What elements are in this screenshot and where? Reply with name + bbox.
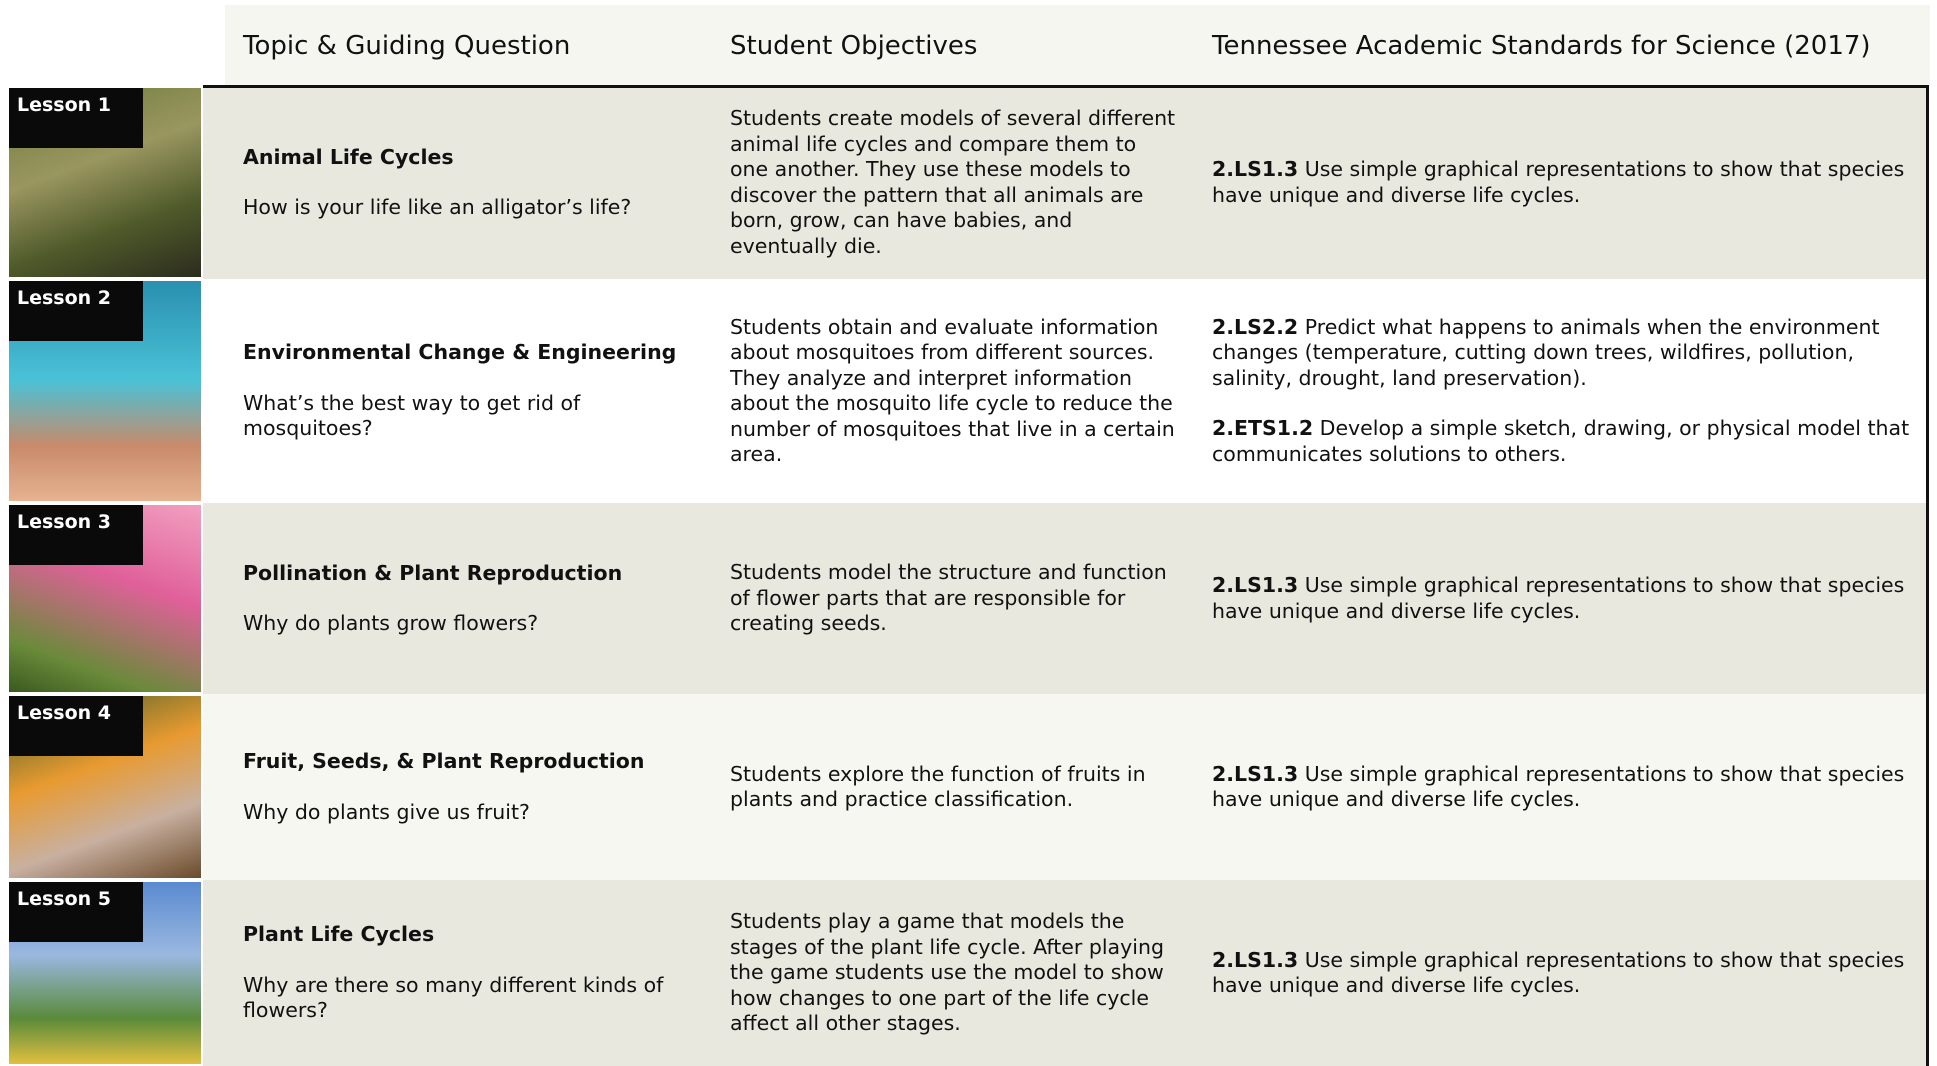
standard-code: 2.LS1.3: [1212, 761, 1299, 786]
standard: 2.LS1.3 Use simple graphical representat…: [1212, 762, 1917, 813]
lesson-label: Lesson 2: [9, 281, 143, 341]
guiding-question: How is your life like an alligator’s lif…: [243, 195, 632, 219]
topic-cell: Pollination & Plant Reproduction Why do p…: [243, 503, 703, 694]
standard-text: Use simple graphical representations to …: [1212, 947, 1905, 998]
guiding-question: What’s the best way to get rid of mosqui…: [243, 390, 581, 441]
guiding-question: Why are there so many different kinds of…: [243, 972, 664, 1023]
lesson-row: Animal Life Cycles How is your life like …: [203, 86, 1927, 279]
standard-code: 2.LS1.3: [1212, 573, 1299, 597]
topic-cell: Animal Life Cycles How is your life like …: [243, 86, 703, 279]
objectives-cell: Students play a game that models the sta…: [730, 880, 1180, 1066]
objectives-text: Students model the structure and functio…: [730, 560, 1167, 636]
table-header: Topic & Guiding Question Student Objectiv…: [225, 5, 1930, 86]
standards-cell: 2.LS1.3 Use simple graphical representat…: [1212, 86, 1917, 279]
standard-text: Develop a simple sketch, drawing, or phy…: [1212, 416, 1910, 466]
standard-text: Predict what happens to animals when the…: [1212, 314, 1880, 390]
standards-cell: 2.LS2.2 Predict what happens to animals …: [1212, 279, 1917, 503]
lesson-label: Lesson 3: [9, 505, 143, 565]
lesson-image: Lesson 1: [9, 88, 201, 277]
standard: 2.LS1.3 Use simple graphical representat…: [1212, 948, 1917, 999]
objectives-cell: Students explore the function of fruits …: [730, 694, 1180, 880]
objectives-cell: Students model the structure and functio…: [730, 503, 1180, 694]
column-header: Student Objectives: [730, 30, 978, 61]
objectives-cell: Students create models of several differ…: [730, 86, 1180, 279]
topic-cell: Fruit, Seeds, & Plant Reproduction Why do…: [243, 694, 703, 880]
lesson-image: Lesson 4: [9, 696, 201, 878]
lesson-image: Lesson 3: [9, 505, 201, 692]
objectives-text: Students play a game that models the sta…: [730, 909, 1164, 1036]
topic-cell: Plant Life Cycles Why are there so many d…: [243, 880, 703, 1066]
standards-cell: 2.LS1.3 Use simple graphical representat…: [1212, 694, 1917, 880]
standard-text: Use simple graphical representations to …: [1212, 157, 1905, 207]
objectives-text: Students create models of several differ…: [730, 106, 1176, 258]
standard-text: Use simple graphical representations to …: [1212, 761, 1905, 812]
topic-title: Animal Life Cycles: [243, 144, 454, 169]
standards-cell: 2.LS1.3 Use simple graphical representat…: [1212, 503, 1917, 694]
topic-title: Plant Life Cycles: [243, 922, 435, 947]
objectives-text: Students obtain and evaluate information…: [730, 314, 1175, 467]
lesson-label: Lesson 5: [9, 882, 143, 942]
standard-code: 2.ETS1.2: [1212, 416, 1314, 441]
lesson-image: Lesson 5: [9, 882, 201, 1064]
standard: 2.ETS1.2 Develop a simple sketch, drawin…: [1212, 416, 1917, 467]
column-header: Topic & Guiding Question: [243, 30, 571, 61]
standard-code: 2.LS2.2: [1212, 314, 1299, 339]
lesson-row: Pollination & Plant Reproduction Why do p…: [203, 503, 1927, 694]
lesson-row: Plant Life Cycles Why are there so many d…: [203, 880, 1927, 1066]
guiding-question: Why do plants grow flowers?: [243, 611, 539, 635]
lesson-row: Fruit, Seeds, & Plant Reproduction Why do…: [203, 694, 1927, 880]
topic-title: Fruit, Seeds, & Plant Reproduction: [243, 749, 645, 773]
lesson-row: Environmental Change & Engineering What’s…: [203, 279, 1927, 503]
guiding-question: Why do plants give us fruit?: [243, 799, 530, 824]
standard: 2.LS1.3 Use simple graphical representat…: [1212, 573, 1917, 624]
objectives-text: Students explore the function of fruits …: [730, 761, 1146, 812]
lesson-label: Lesson 4: [9, 696, 143, 756]
lesson-label: Lesson 1: [9, 88, 143, 148]
standards-cell: 2.LS1.3 Use simple graphical representat…: [1212, 880, 1917, 1066]
objectives-cell: Students obtain and evaluate information…: [730, 279, 1180, 503]
standard-code: 2.LS1.3: [1212, 947, 1299, 972]
topic-title: Environmental Change & Engineering: [243, 340, 677, 365]
topic-title: Pollination & Plant Reproduction: [243, 560, 623, 585]
topic-cell: Environmental Change & Engineering What’s…: [243, 279, 703, 503]
standard: 2.LS1.3 Use simple graphical representat…: [1212, 157, 1917, 208]
lesson-image: Lesson 2: [9, 281, 201, 501]
standard-code: 2.LS1.3: [1212, 157, 1299, 181]
column-header: Tennessee Academic Standards for Science…: [1212, 30, 1871, 61]
standard: 2.LS2.2 Predict what happens to animals …: [1212, 315, 1917, 392]
standard-text: Use simple graphical representations to …: [1212, 573, 1905, 623]
